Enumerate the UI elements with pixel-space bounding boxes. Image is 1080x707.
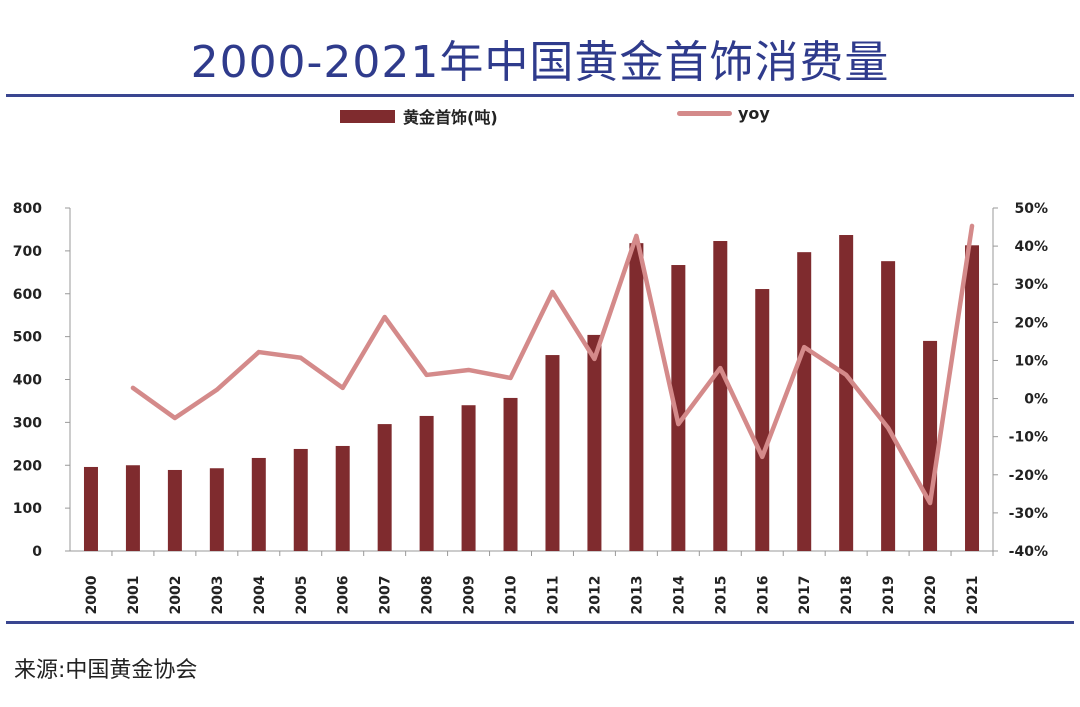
x-tick-label: 2008 [420,576,436,615]
legend-label-bar: 黄金首饰(吨) [403,108,498,127]
right-tick-label: -30% [1009,506,1048,522]
bar [251,457,266,551]
x-tick-label: 2019 [881,576,897,615]
x-tick-label: 2011 [545,576,561,615]
bar [587,334,602,551]
x-tick-label: 2017 [797,576,813,615]
x-tick-label: 2018 [839,576,855,615]
x-tick-label: 2006 [336,576,352,615]
x-tick-label: 2007 [378,576,394,615]
right-tick-label: 0% [1024,392,1048,408]
x-tick-label: 2004 [252,575,268,614]
left-tick-label: 0 [32,544,42,560]
x-tick-label: 2001 [126,576,142,615]
right-tick-label: 50% [1014,201,1048,217]
bar [713,241,728,552]
bar [923,340,938,551]
x-tick-label: 2016 [755,576,771,615]
legend-label-line: yoy [738,104,770,123]
right-tick-label: -40% [1009,544,1048,560]
x-tick-label: 2002 [168,576,184,615]
bar [839,235,854,552]
right-tick-label: -20% [1009,468,1048,484]
left-tick-label: 400 [13,373,42,389]
left-tick-label: 100 [13,501,42,517]
bar [293,448,308,551]
page-title: 2000-2021年中国黄金首饰消费量 [190,37,890,88]
right-tick-label: 10% [1014,353,1048,369]
left-tick-label: 300 [13,415,42,431]
x-tick-label: 2005 [294,576,310,615]
x-tick-label: 2012 [587,576,603,615]
bar [629,243,644,551]
x-tick-label: 2010 [504,575,520,614]
bar [755,289,770,551]
right-tick-label: 30% [1014,277,1048,293]
bar [503,397,518,551]
legend-bar-swatch [340,109,395,123]
right-tick-label: -10% [1009,430,1048,446]
x-tick-label: 2015 [713,576,729,615]
bar [335,445,350,551]
footer-divider [6,621,1074,624]
bar [881,261,896,551]
bar [167,469,182,551]
right-tick-label: 20% [1014,315,1048,331]
x-tick-label: 2014 [671,575,687,614]
legend-item-bar: 黄金首饰(吨) [340,104,498,128]
source-note: 来源:中国黄金协会 [14,658,198,683]
x-tick-label: 2000 [84,575,100,614]
x-tick-label: 2021 [965,576,981,615]
legend-line-swatch [677,111,732,116]
x-tick-label: 2013 [629,576,645,615]
bar [209,468,224,551]
left-tick-label: 800 [13,201,42,217]
bar [461,405,476,551]
bar [965,245,980,551]
left-tick-label: 200 [13,458,42,474]
title-divider [6,94,1074,97]
left-tick-label: 600 [13,287,42,303]
bar [419,415,434,551]
bar [545,355,560,551]
left-tick-label: 500 [13,330,42,346]
bar [83,466,98,551]
bar [125,465,140,551]
x-tick-label: 2020 [923,575,939,614]
x-tick-label: 2009 [462,576,478,615]
x-tick-label: 2003 [210,576,226,615]
bar [671,265,686,551]
left-tick-label: 700 [13,244,42,260]
legend-item-line: yoy [677,104,770,123]
right-tick-label: 40% [1014,239,1048,255]
bar [797,252,812,551]
bar [377,424,392,551]
